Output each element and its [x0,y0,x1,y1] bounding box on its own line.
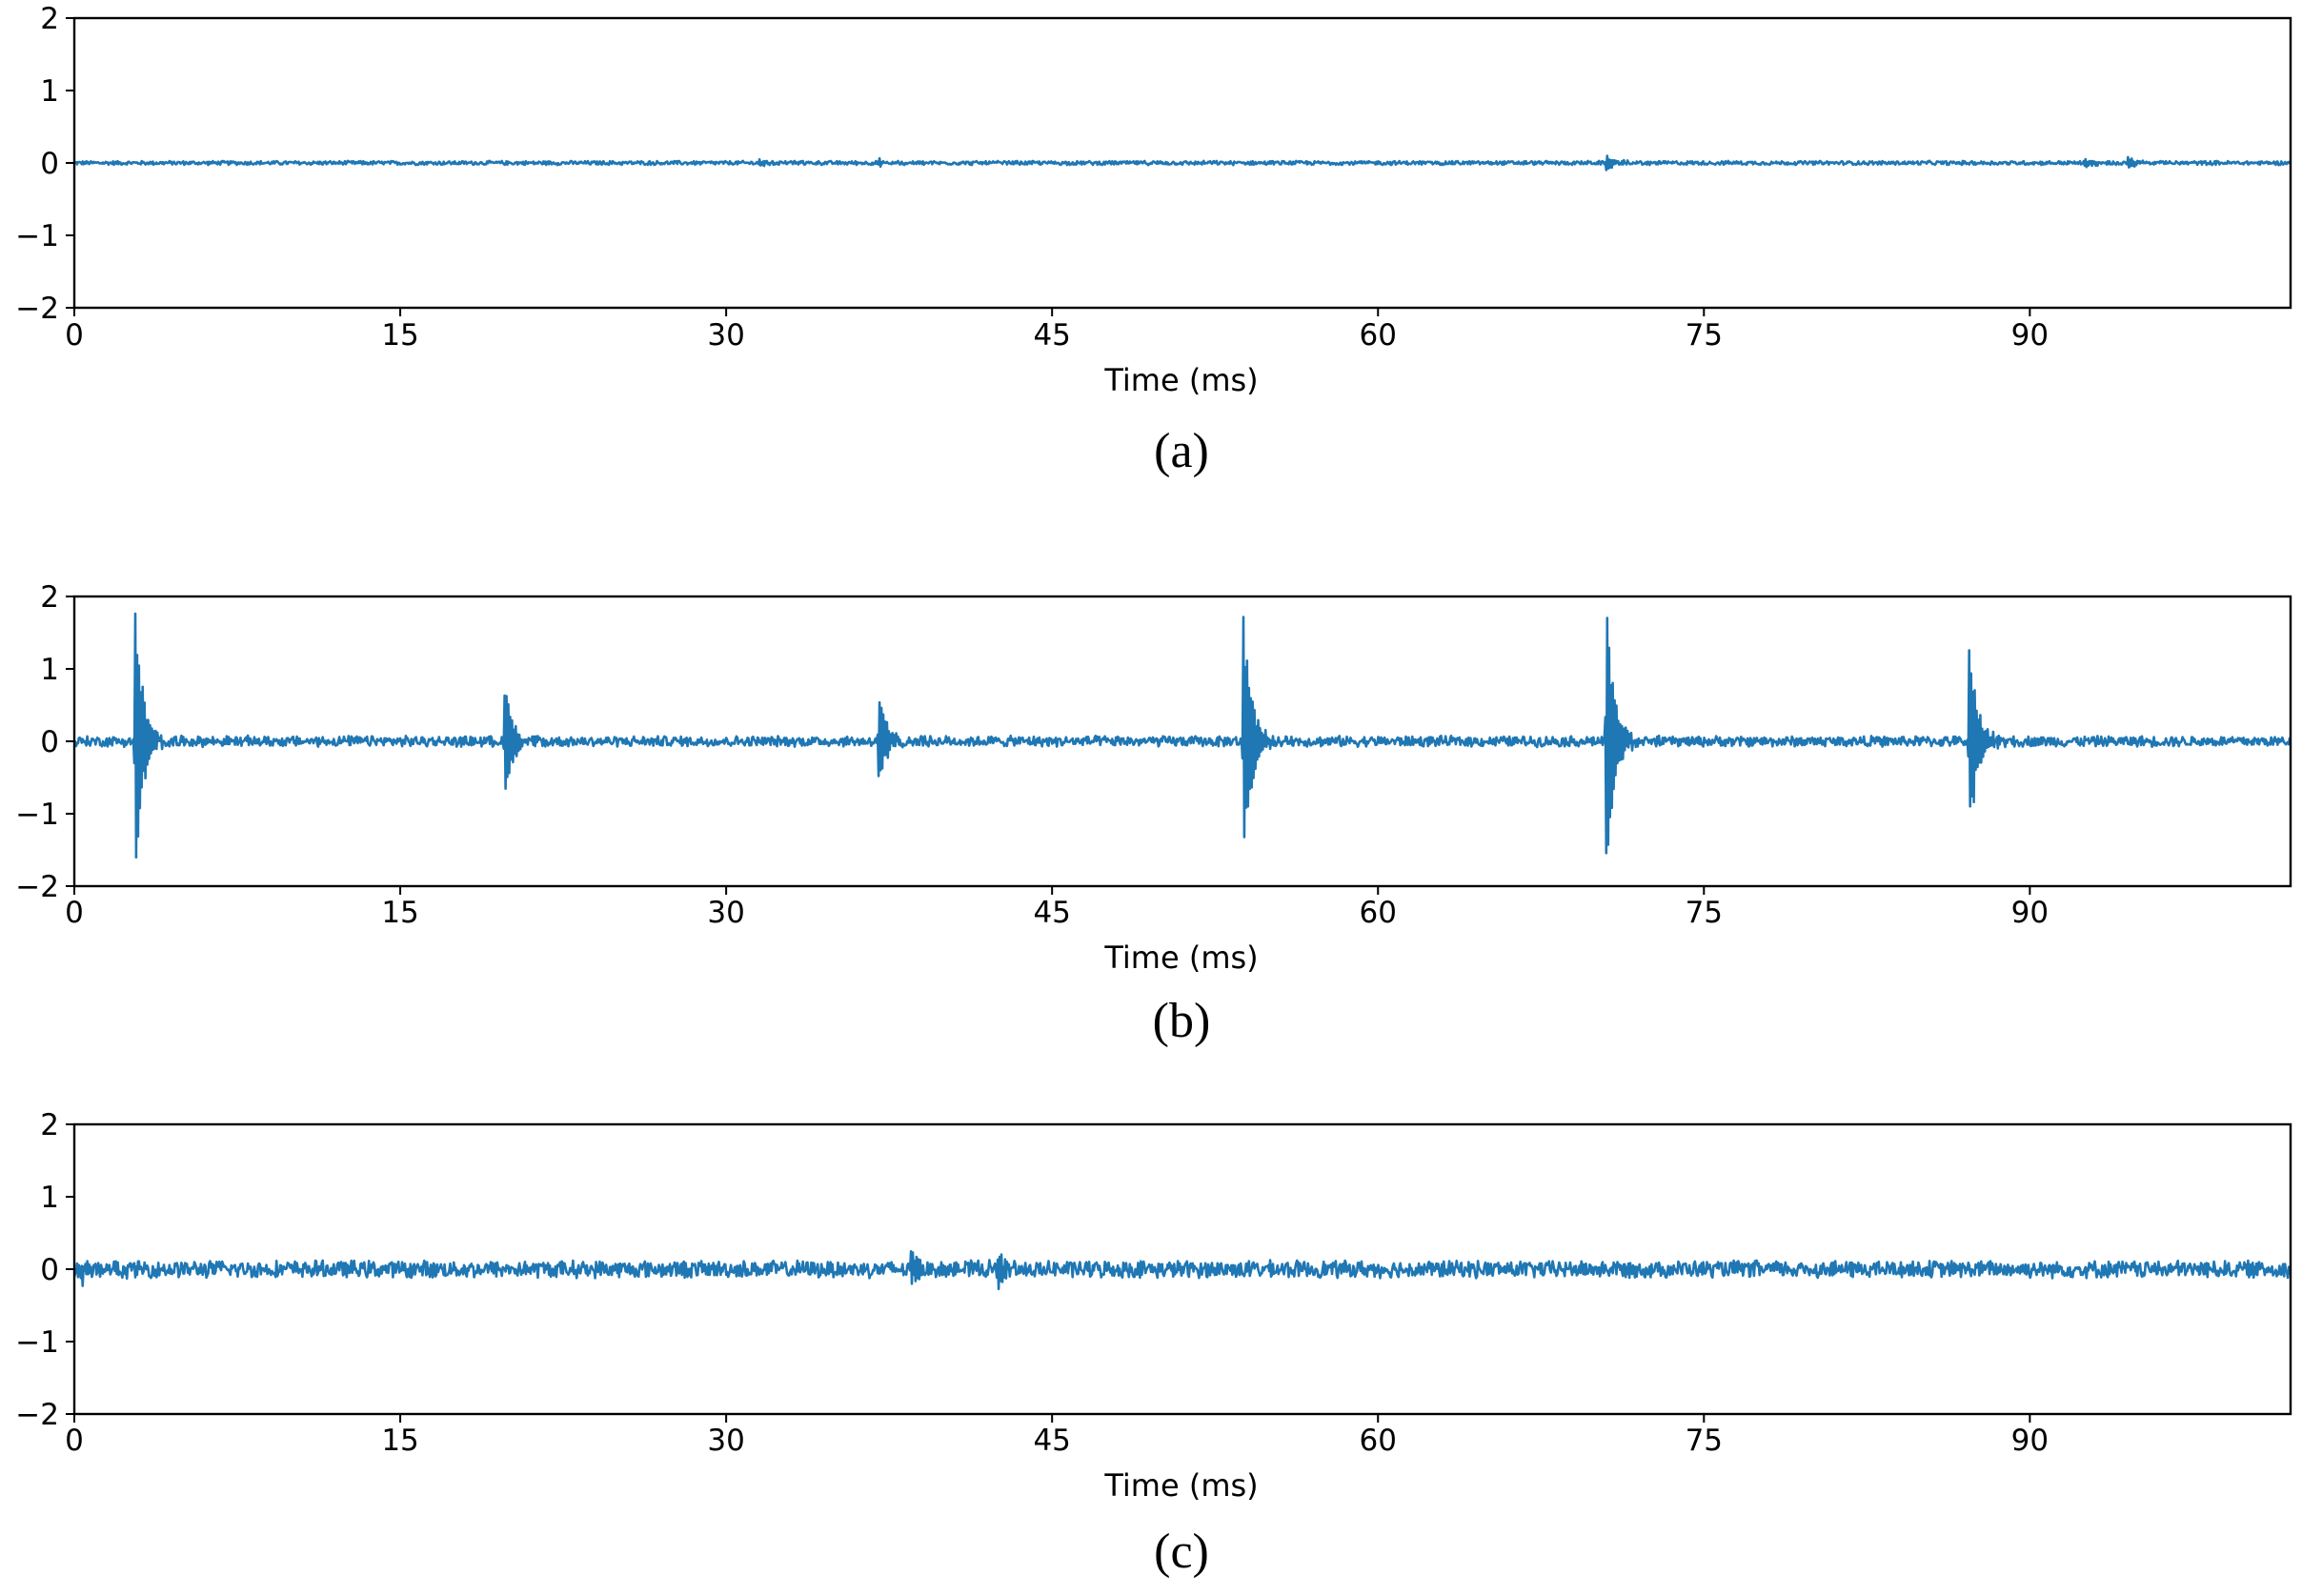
panel-a: 0 15 30 45 60 75 90 2 1 0 −1 −2 Time (ms) (a) [15,2,2292,478]
x-tick-label: 75 [1686,896,1723,930]
x-tick-label: 75 [1686,1424,1723,1458]
x-tick-label: 15 [381,896,418,930]
x-tick-label: 45 [1033,896,1070,930]
x-tick-label: 0 [65,318,84,353]
x-tick-label: 90 [2011,1424,2049,1458]
x-tick-label: 0 [65,1424,84,1458]
panel-caption: (a) [1154,424,1209,478]
x-tick-label: 60 [1360,318,1397,353]
y-tick-label: 1 [40,653,59,687]
panel-c: 0 15 30 45 60 75 90 2 1 0 −1 −2 Time (ms) (c) [15,1108,2292,1579]
y-tick-label: 1 [40,1181,59,1215]
panel-caption: (c) [1154,1525,1209,1579]
x-tick-label: 0 [65,896,84,930]
x-tick-label: 60 [1360,896,1397,930]
x-tick-label: 90 [2011,896,2049,930]
y-tick-label: 0 [40,725,59,759]
x-tick-label: 30 [707,318,744,353]
x-tick-label: 15 [381,1424,418,1458]
x-tick-label: 60 [1360,1424,1397,1458]
x-axis-label: Time (ms) [1103,939,1258,976]
x-tick-label: 15 [381,318,418,353]
panel-b: 0 15 30 45 60 75 90 2 1 0 −1 −2 Time (ms) (b) [15,580,2292,1048]
y-tick-label: −1 [15,798,59,832]
signal-line-a [74,154,2291,172]
x-tick-label: 45 [1033,1424,1070,1458]
y-tick-label: −1 [15,1325,59,1360]
x-axis-label: Time (ms) [1103,362,1258,398]
y-tick-label: −1 [15,219,59,253]
y-tick-label: −2 [15,870,59,904]
y-tick-label: 2 [40,2,59,36]
x-tick-label: 30 [707,1424,744,1458]
x-axis-label: Time (ms) [1103,1467,1258,1504]
signal-line-c [74,1250,2291,1291]
y-tick-label: 1 [40,74,59,109]
panel-caption: (b) [1153,994,1211,1048]
y-tick-label: −2 [15,292,59,326]
x-tick-label: 90 [2011,318,2049,353]
y-tick-label: −2 [15,1398,59,1432]
x-tick-label: 75 [1686,318,1723,353]
y-tick-label: 0 [40,1253,59,1287]
y-tick-label: 0 [40,147,59,181]
x-tick-label: 45 [1033,318,1070,353]
y-tick-label: 2 [40,580,59,615]
x-tick-label: 30 [707,896,744,930]
y-tick-label: 2 [40,1108,59,1142]
signal-line-b [74,612,2291,859]
